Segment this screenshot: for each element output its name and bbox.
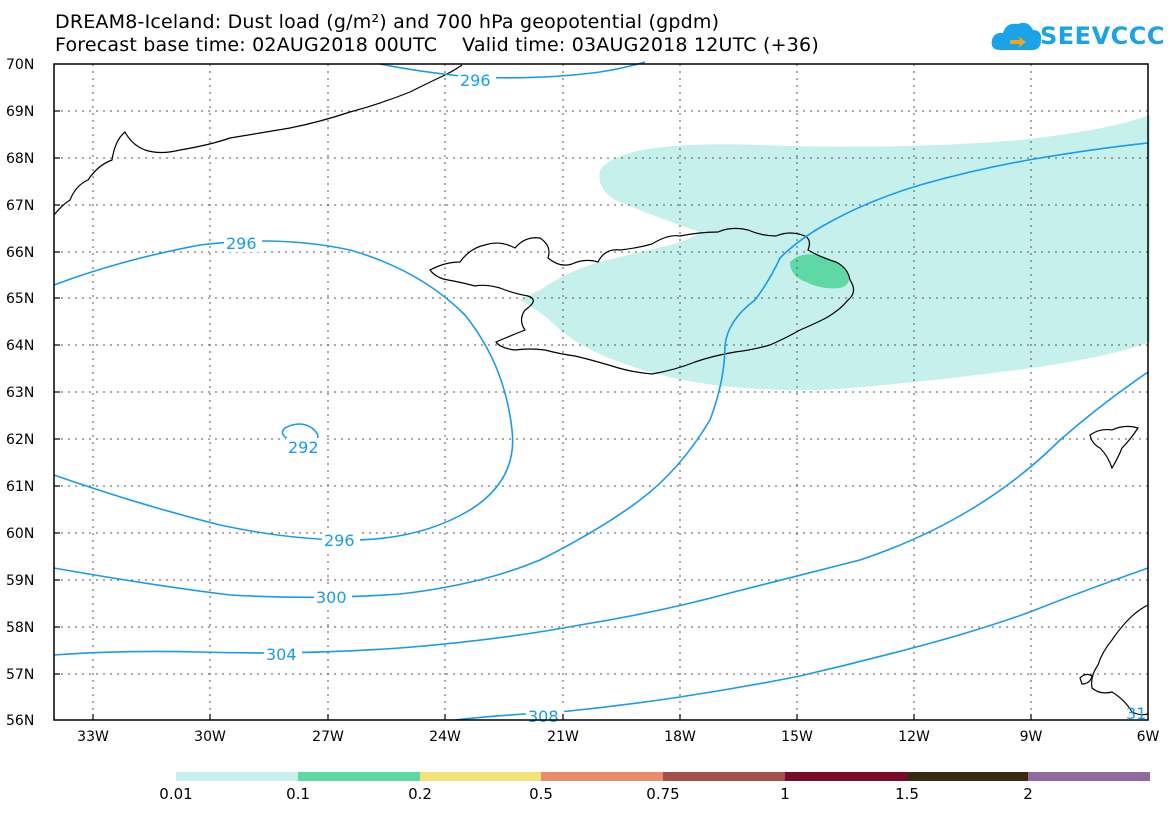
colorbar-segment xyxy=(176,772,298,781)
lon-label: 24W xyxy=(429,729,461,745)
colorbar-segment xyxy=(541,772,663,781)
colorbar xyxy=(176,772,1150,781)
lat-label: 64N xyxy=(6,338,34,354)
lon-label: 15W xyxy=(781,729,813,745)
lon-label: 33W xyxy=(77,729,109,745)
longitude-labels: 33W 30W 27W 24W 21W 18W 15W 12W 9W 6W xyxy=(77,729,1159,745)
lat-label: 58N xyxy=(6,620,34,636)
contour-label-296-top: 296 xyxy=(460,71,491,90)
dust-area-low xyxy=(520,115,1150,391)
lon-label: 6W xyxy=(1137,729,1160,745)
colorbar-label: 0.5 xyxy=(529,785,553,803)
contour-label-308: 308 xyxy=(528,707,559,726)
contour-label-292: 292 xyxy=(288,438,319,457)
colorbar-segment xyxy=(785,772,907,781)
colorbar-label: 0.1 xyxy=(286,785,310,803)
lon-label: 27W xyxy=(312,729,344,745)
contour-label-300: 300 xyxy=(316,588,347,607)
lat-label: 62N xyxy=(6,432,34,448)
lat-label: 67N xyxy=(6,198,34,214)
lat-label: 66N xyxy=(6,245,34,261)
colorbar-segment xyxy=(420,772,541,781)
colorbar-label: 1 xyxy=(780,785,790,803)
lat-label: 63N xyxy=(6,385,34,401)
lat-label: 61N xyxy=(6,479,34,495)
colorbar-label: 0.75 xyxy=(646,785,680,803)
lat-label: 69N xyxy=(6,104,34,120)
lat-label: 59N xyxy=(6,573,34,589)
lat-label: 68N xyxy=(6,151,34,167)
colorbar-label: 0.01 xyxy=(159,785,193,803)
lat-label: 60N xyxy=(6,526,34,542)
lon-label: 18W xyxy=(664,729,696,745)
lon-label: 9W xyxy=(1020,729,1043,745)
contour-label-304: 304 xyxy=(266,645,297,664)
grid-lines xyxy=(54,64,1148,720)
lat-label: 56N xyxy=(6,713,34,729)
coastlines xyxy=(53,64,1149,716)
cloud-icon xyxy=(991,22,1042,50)
frame-ticks xyxy=(54,110,1032,720)
chart-title-line1: DREAM8-Iceland: Dust load (g/m²) and 700… xyxy=(55,11,720,33)
lat-label: 57N xyxy=(6,667,34,683)
lat-label: 65N xyxy=(6,291,34,307)
contour-label-31x: 31 xyxy=(1126,704,1146,723)
lon-label: 12W xyxy=(898,729,930,745)
colorbar-label: 1.5 xyxy=(895,785,919,803)
colorbar-segment xyxy=(663,772,785,781)
colorbar-segment xyxy=(907,772,1028,781)
colorbar-label: 0.2 xyxy=(408,785,432,803)
colorbar-label: 2 xyxy=(1023,785,1033,803)
colorbar-segment xyxy=(298,772,420,781)
contour-label-296-left: 296 xyxy=(226,234,257,253)
dust-area-mid xyxy=(790,254,849,289)
lon-label: 30W xyxy=(194,729,226,745)
contour-label-296-bottom: 296 xyxy=(324,531,355,550)
logo-text: SEEVCCC xyxy=(1040,22,1165,50)
latitude-labels: 70N 69N 68N 67N 66N 65N 64N 63N 62N 61N … xyxy=(6,57,34,729)
lon-label: 21W xyxy=(547,729,579,745)
colorbar-segment xyxy=(1028,772,1150,781)
lat-label: 70N xyxy=(6,57,34,73)
chart-title-line2: Forecast base time: 02AUG2018 00UTC Vali… xyxy=(55,34,819,56)
